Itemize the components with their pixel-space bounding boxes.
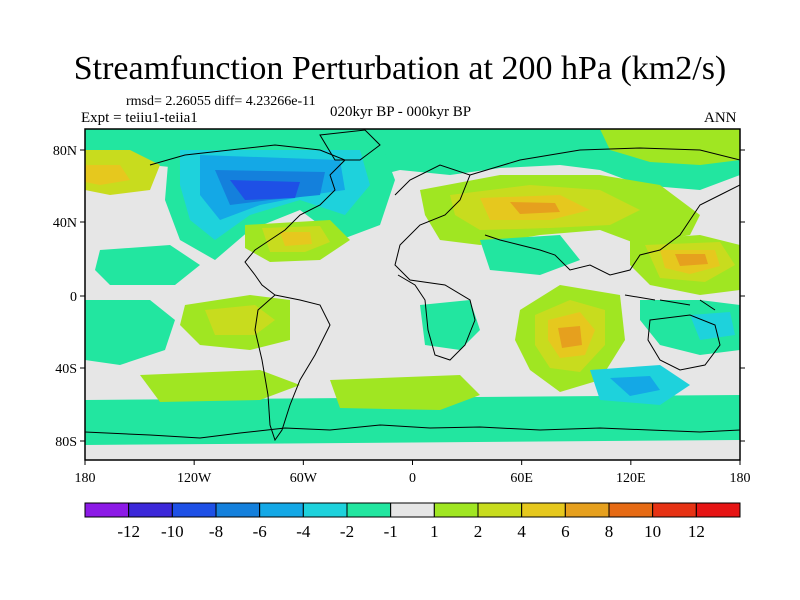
- colorbar-label: 1: [430, 522, 439, 541]
- period-line: 020kyr BP - 000kyr BP: [330, 104, 472, 120]
- contour-region: [95, 245, 200, 285]
- contour-region: [85, 165, 130, 185]
- colorbar-label: 6: [561, 522, 570, 541]
- south-america-outline: [254, 294, 331, 442]
- colorbar-swatch: [608, 502, 654, 518]
- australia-outline: [647, 314, 721, 371]
- contour-region: [558, 326, 582, 348]
- colorbar-label: 8: [605, 522, 614, 541]
- antarctica-outline: [85, 424, 740, 439]
- colorbar-swatch: [433, 502, 479, 518]
- colorbar-label: -2: [340, 522, 354, 541]
- colorbar-swatch: [215, 502, 261, 518]
- colorbar-label: 4: [517, 522, 526, 541]
- contour-region: [480, 235, 580, 275]
- contour-region: [330, 375, 480, 410]
- contour-region: [600, 129, 740, 165]
- colorbar-label: -10: [161, 522, 184, 541]
- colorbar-swatch: [259, 502, 304, 518]
- contour-region: [230, 180, 300, 200]
- contour-region: [140, 370, 300, 402]
- lon-label: 180: [730, 471, 751, 486]
- lat-label: 80S: [55, 435, 77, 450]
- season-label: ANN: [704, 110, 737, 126]
- experiment-line: Expt = teiiu1-teiia1: [81, 110, 198, 126]
- contour-region: [510, 202, 560, 214]
- contour-region: [610, 376, 660, 396]
- lon-label: 120E: [616, 471, 646, 486]
- contour-fill-layer: [85, 129, 740, 460]
- lon-label: 0: [409, 471, 416, 486]
- lat-label: 80N: [53, 144, 77, 159]
- colorbar-label: 10: [644, 522, 661, 541]
- colorbar: -12 -10 -8 -6 -4 -2 -1 1 2 4 6 8 10 12: [84, 502, 741, 541]
- coastlines: [85, 129, 740, 442]
- europe-africa-outline: [394, 164, 476, 361]
- colorbar-label: 2: [474, 522, 483, 541]
- colorbar-swatch: [390, 502, 435, 518]
- contour-region: [675, 254, 708, 266]
- colorbar-swatch: [128, 502, 173, 518]
- colorbar-swatch: [477, 502, 523, 518]
- colorbar-swatch: [84, 502, 130, 518]
- colorbar-swatch: [171, 502, 217, 518]
- indonesia-outline: [624, 294, 716, 311]
- colorbar-swatch: [521, 502, 566, 518]
- map-title: Streamfunction Perturbation at 200 hPa (…: [73, 50, 727, 87]
- lon-label: 120W: [177, 471, 212, 486]
- colorbar-label: -12: [117, 522, 140, 541]
- contour-region: [85, 300, 175, 365]
- lon-label: 60W: [290, 471, 318, 486]
- colorbar-label: 12: [688, 522, 705, 541]
- greenland-outline: [319, 129, 381, 161]
- lon-label: 60E: [510, 471, 533, 486]
- lat-label: 40S: [55, 362, 77, 377]
- colorbar-swatch: [564, 502, 610, 518]
- colorbar-label: -1: [384, 522, 398, 541]
- colorbar-swatch: [346, 502, 392, 518]
- stats-line: rmsd= 2.26055 diff= 4.23266e-11: [126, 94, 316, 109]
- lat-label: 40N: [53, 216, 77, 231]
- colorbar-swatch: [652, 502, 697, 518]
- contour-region: [420, 300, 480, 350]
- north-america-outline: [149, 144, 346, 296]
- colorbar-label: -8: [209, 522, 223, 541]
- longitude-axis: 180 120W 60W 0 60E 120E 180: [75, 460, 751, 486]
- contour-region: [85, 440, 740, 460]
- lat-label: 0: [70, 290, 77, 305]
- contour-region: [280, 232, 312, 246]
- colorbar-swatch: [695, 502, 741, 518]
- latitude-axis: 80N 40N 0 40S 80S: [53, 144, 745, 450]
- colorbar-label: -4: [296, 522, 311, 541]
- map-panel: [85, 129, 740, 460]
- lon-label: 180: [75, 471, 96, 486]
- asia-outline: [469, 147, 740, 276]
- colorbar-swatch: [302, 502, 348, 518]
- colorbar-label: -6: [253, 522, 267, 541]
